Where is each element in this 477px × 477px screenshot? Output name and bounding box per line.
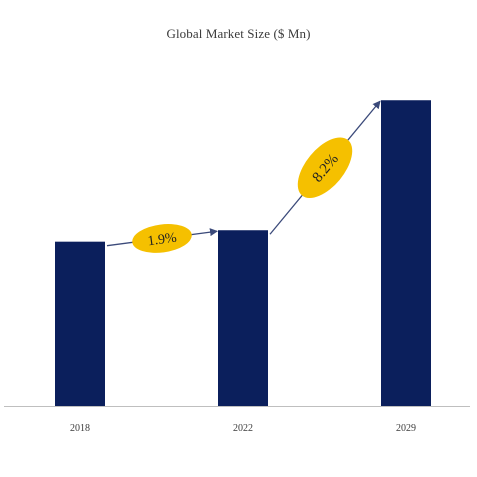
cagr-annotation-2: 8.2% [297,137,353,199]
chart-title: Global Market Size ($ Mn) [166,26,311,41]
x-tick-label-2022: 2022 [233,423,253,434]
x-tick-label-2029: 2029 [396,423,416,434]
cagr-label-1: 1.9% [147,231,178,250]
cagr-bubble-1 [132,224,192,253]
x-tick-label-2018: 2018 [70,423,90,434]
bar-2029 [381,100,431,407]
bar-2022 [218,230,268,406]
bar-2018 [55,241,105,406]
cagr-annotation-1: 1.9% [132,224,192,253]
cagr-bubble-2 [297,137,353,199]
